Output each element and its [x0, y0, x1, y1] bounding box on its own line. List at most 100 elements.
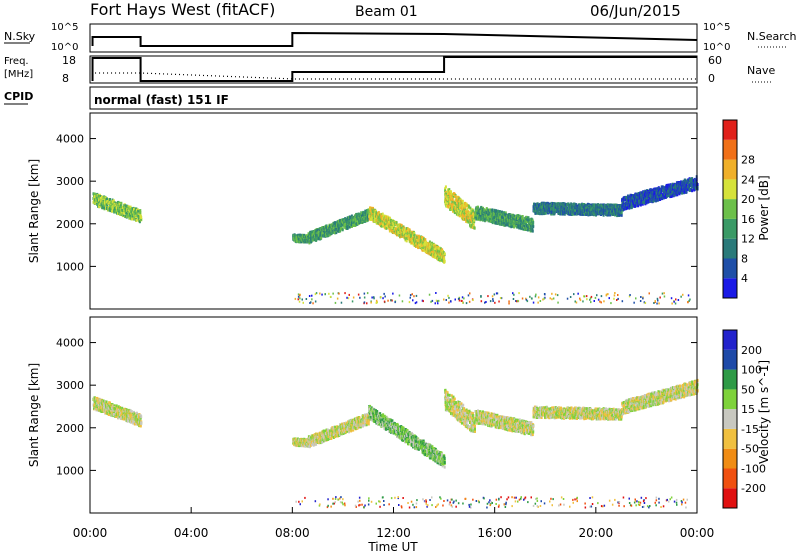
freq-line [91, 56, 697, 82]
power-echo-cell [405, 239, 408, 243]
power-echo-cell [384, 222, 387, 226]
power-echo-cell [544, 211, 547, 215]
power-echo-cell [311, 298, 313, 301]
power-echo-cell [474, 208, 477, 212]
power-echo-cell [685, 183, 688, 187]
power-echo-cell [412, 299, 414, 302]
power-echo-cell [514, 215, 517, 219]
power-echo-cell [681, 191, 683, 195]
power-echo-cell [411, 293, 413, 296]
power-echo-cell [537, 211, 540, 215]
power-echo-cell [501, 213, 504, 216]
power-echo-cell [463, 210, 466, 214]
power-echo-cell [430, 247, 433, 251]
power-echo-cell [633, 301, 635, 304]
power-echo-cell [552, 297, 555, 300]
power-echo-cell [450, 193, 453, 196]
power-echo-cell [574, 211, 577, 215]
nsearch-tick-top: 10^5 [703, 22, 730, 33]
power-echo-cell [101, 195, 103, 199]
power-echo-cell [645, 201, 648, 205]
power-echo-cell [106, 197, 108, 201]
power-echo-cell [607, 213, 610, 217]
cpid-label: CPID [4, 90, 33, 103]
nsearch-label: N.Search [747, 30, 797, 43]
power-echo-cell [678, 182, 681, 185]
power-echo-cell [105, 201, 108, 205]
power-echo-cell [594, 296, 597, 299]
date-label: 06/Jun/2015 [590, 2, 681, 20]
power-echo-cell [601, 207, 604, 211]
power-echo-cell [682, 181, 685, 185]
power-echo-cell [381, 215, 384, 219]
power-echo-cell [691, 189, 694, 193]
power-echo-cell [346, 226, 349, 230]
power-echo-cell [120, 201, 123, 205]
power-echo-cell [336, 297, 339, 300]
power-echo-cell [686, 187, 689, 191]
power-echo-cell [532, 301, 535, 304]
power-echo-cell [473, 226, 476, 230]
power-echo-cell [311, 294, 313, 297]
power-echo-cell [97, 196, 100, 200]
power-echo-cell [492, 298, 494, 301]
power-echo-cell [581, 206, 584, 210]
power-echo-cell [413, 231, 416, 235]
power-echo-cell [456, 201, 459, 205]
power-echo-cell [520, 223, 522, 226]
power-echo-cell [612, 211, 615, 215]
power-echo-cell [579, 212, 581, 216]
power-echo-cell [499, 213, 502, 217]
nsky-tick-bottom: 10^0 [51, 42, 78, 53]
beam-label: Beam 01 [355, 4, 418, 20]
freq-tick-top: 18 [62, 54, 76, 67]
power-echo-cell [361, 216, 364, 220]
power-echo-cell [616, 206, 619, 210]
power-echo-cell [491, 208, 494, 212]
power-echo-cell [370, 218, 373, 221]
power-echo-cell [478, 213, 481, 217]
power-echo-cell [613, 294, 616, 297]
power-echo-cell [567, 209, 570, 213]
power-echo-cell [468, 300, 471, 303]
power-echo-cell [126, 204, 129, 208]
power-echo-cell [666, 188, 669, 192]
power-echo-cell [501, 216, 504, 220]
power-echo-cell [643, 198, 646, 202]
power-echo-cell [656, 188, 659, 192]
power-echo-cell [334, 221, 337, 225]
power-echo-cell [377, 216, 380, 220]
power-echo-cell [139, 209, 142, 213]
power-ytick-label-1: 2000 [56, 218, 84, 231]
power-echo-cell [349, 216, 352, 219]
power-echo-cell [310, 238, 313, 242]
power-echo-cell [450, 203, 453, 206]
power-echo-cell [512, 292, 514, 295]
power-echo-cell [481, 216, 484, 220]
power-echo-cell [622, 208, 624, 212]
power-echo-cell [450, 190, 452, 194]
power-echo-cell [512, 217, 515, 221]
power-echo-cell [388, 216, 391, 220]
freq-strip-frame [89, 55, 698, 84]
power-echo-cell [473, 218, 476, 222]
power-echo-cell [630, 206, 633, 210]
power-echo-cell [381, 212, 384, 216]
power-echo-cell [457, 210, 460, 214]
power-echo-cell [326, 225, 329, 229]
power-echo-cell [569, 296, 572, 298]
power-echo-cell [93, 192, 96, 196]
power-echo-cell [513, 214, 516, 218]
power-echo-cell [443, 259, 446, 263]
power-echo-cell [674, 189, 677, 192]
power-echo-cell [451, 197, 454, 201]
power-echo-cell [568, 203, 570, 207]
power-echo-cell [696, 183, 699, 186]
power-echo-cell [592, 203, 594, 207]
power-ytick-label-3: 4000 [56, 133, 84, 146]
cpid-strip-frame [89, 86, 698, 110]
power-echo-cell [576, 204, 578, 208]
power-echo-cell [315, 292, 318, 295]
power-echo-cell [449, 194, 452, 198]
power-echo-cell [532, 225, 535, 229]
